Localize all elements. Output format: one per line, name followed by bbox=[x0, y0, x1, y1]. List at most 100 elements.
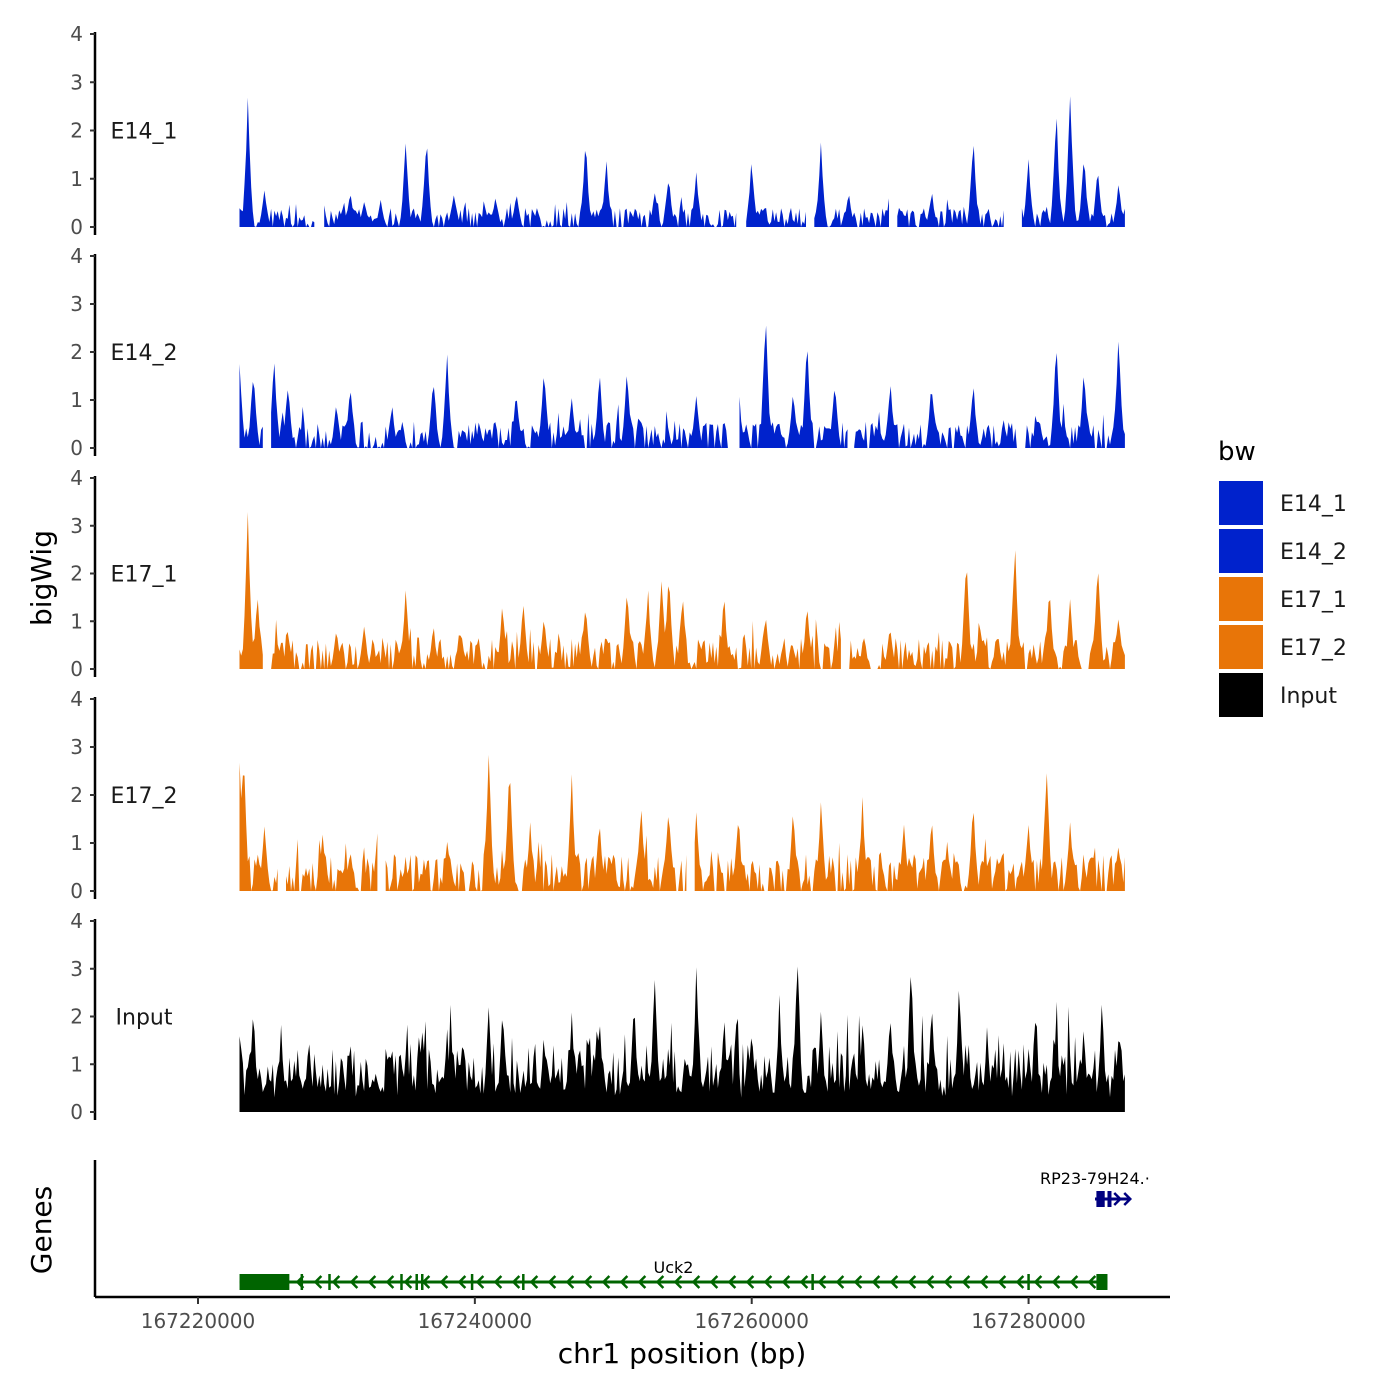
strand-arrow bbox=[313, 1275, 323, 1289]
legend-swatch bbox=[1217, 575, 1265, 623]
y-tick-label: 2 bbox=[70, 562, 83, 586]
strand-arrow bbox=[295, 1275, 305, 1289]
strand-arrow bbox=[421, 1275, 431, 1289]
y-tick-label: 0 bbox=[70, 1100, 83, 1124]
strand-arrow bbox=[547, 1275, 557, 1289]
strand-arrow bbox=[1113, 1192, 1123, 1206]
strand-arrow bbox=[493, 1275, 503, 1289]
y-tick-label: 2 bbox=[70, 1005, 83, 1029]
signal-area-Input bbox=[239, 966, 1125, 1112]
strand-arrow bbox=[511, 1275, 521, 1289]
legend-swatch bbox=[1217, 479, 1265, 527]
strand-arrow bbox=[565, 1275, 575, 1289]
exon bbox=[1096, 1274, 1108, 1290]
strand-arrow bbox=[745, 1275, 755, 1289]
track-label: Input bbox=[116, 1006, 173, 1031]
y-axis-title-bigwig: bigWig bbox=[25, 530, 58, 626]
gene-label: Uck2 bbox=[654, 1258, 694, 1277]
strand-arrow bbox=[907, 1275, 917, 1289]
strand-arrow bbox=[1051, 1275, 1061, 1289]
track-label: E17_1 bbox=[111, 563, 178, 588]
y-tick-label: 1 bbox=[70, 167, 83, 191]
gene-track: Uck2 RP23-79H24.· bbox=[93, 1160, 1150, 1297]
signal-area-E14_2 bbox=[239, 325, 1125, 448]
y-tick-label: 1 bbox=[70, 609, 83, 633]
y-tick-label: 3 bbox=[70, 957, 83, 981]
strand-arrow bbox=[709, 1275, 719, 1289]
legend-label: Input bbox=[1280, 684, 1337, 709]
y-tick-label: 2 bbox=[70, 340, 83, 364]
strand-arrow bbox=[763, 1275, 773, 1289]
strand-arrow bbox=[583, 1275, 593, 1289]
track-E17_2: 0 1 2 3 4 E17_2 bbox=[70, 687, 1125, 903]
strand-arrow bbox=[619, 1275, 629, 1289]
y-tick-label: 0 bbox=[70, 879, 83, 903]
legend-title: bw bbox=[1218, 437, 1256, 467]
strand-arrow bbox=[601, 1275, 611, 1289]
strand-arrow bbox=[781, 1275, 791, 1289]
strand-arrow bbox=[655, 1275, 665, 1289]
y-tick-label: 4 bbox=[70, 244, 83, 268]
strand-arrow bbox=[673, 1275, 683, 1289]
strand-arrow bbox=[367, 1275, 377, 1289]
track-Input: 0 1 2 3 4 Input bbox=[70, 909, 1125, 1124]
track-E17_1: 0 1 2 3 4 E17_1 bbox=[70, 466, 1125, 681]
strand-arrow bbox=[331, 1275, 341, 1289]
strand-arrow bbox=[961, 1275, 971, 1289]
gene-RP23-79H24.4: RP23-79H24.· bbox=[1040, 1169, 1150, 1207]
strand-arrow bbox=[889, 1275, 899, 1289]
strand-arrow bbox=[997, 1275, 1007, 1289]
x-tick-label: 167240000 bbox=[418, 1309, 533, 1333]
track-label: E17_2 bbox=[111, 784, 178, 809]
exon bbox=[1096, 1191, 1105, 1207]
y-tick-label: 4 bbox=[70, 687, 83, 711]
x-tick-label: 167280000 bbox=[971, 1309, 1086, 1333]
y-tick-label: 0 bbox=[70, 436, 83, 460]
x-axis-title: chr1 position (bp) bbox=[558, 1337, 807, 1370]
y-tick-label: 3 bbox=[70, 735, 83, 759]
strand-arrow bbox=[1015, 1275, 1025, 1289]
bigwig-tracks: 0 1 2 3 4 E14_1 0 1 2 3 4 E14_2 0 1 2 3 4 E17_1 0 1 2 3 4 E17_2… bbox=[70, 22, 1125, 1124]
strand-arrow bbox=[1123, 1192, 1133, 1206]
strand-arrow bbox=[799, 1275, 809, 1289]
legend-swatch bbox=[1217, 623, 1265, 671]
y-tick-label: 3 bbox=[70, 70, 83, 94]
x-tick-label: 167220000 bbox=[141, 1309, 256, 1333]
y-tick-label: 1 bbox=[70, 831, 83, 855]
strand-arrow bbox=[529, 1275, 539, 1289]
strand-arrow bbox=[1069, 1275, 1079, 1289]
track-E14_1: 0 1 2 3 4 E14_1 bbox=[70, 22, 1125, 239]
strand-arrow bbox=[853, 1275, 863, 1289]
strand-arrow bbox=[691, 1275, 701, 1289]
y-tick-label: 0 bbox=[70, 215, 83, 239]
signal-area-E17_1 bbox=[239, 512, 1125, 669]
strand-arrow bbox=[979, 1275, 989, 1289]
x-tick-label: 167260000 bbox=[694, 1309, 809, 1333]
legend-label: E14_2 bbox=[1280, 540, 1347, 565]
strand-arrow bbox=[943, 1275, 953, 1289]
strand-arrow bbox=[385, 1275, 395, 1289]
track-label: E14_1 bbox=[111, 120, 178, 145]
legend-label: E17_1 bbox=[1280, 588, 1347, 613]
y-tick-label: 3 bbox=[70, 514, 83, 538]
strand-arrow bbox=[727, 1275, 737, 1289]
strand-arrow bbox=[1087, 1275, 1097, 1289]
strand-arrow bbox=[457, 1275, 467, 1289]
y-tick-label: 2 bbox=[70, 783, 83, 807]
legend-swatch bbox=[1217, 527, 1265, 575]
strand-arrow bbox=[1033, 1275, 1043, 1289]
y-tick-label: 1 bbox=[70, 388, 83, 412]
signal-area-E17_2 bbox=[239, 754, 1125, 891]
x-axis: 167220000 167240000 167260000 167280000 bbox=[95, 1295, 1170, 1333]
strand-arrow bbox=[349, 1275, 359, 1289]
strand-arrow bbox=[637, 1275, 647, 1289]
y-tick-label: 2 bbox=[70, 119, 83, 143]
y-tick-label: 4 bbox=[70, 909, 83, 933]
legend: bw E14_1 E14_2 E17_1 E17_2 Input bbox=[1217, 437, 1347, 719]
strand-arrow bbox=[439, 1275, 449, 1289]
legend-label: E17_2 bbox=[1280, 636, 1347, 661]
legend-swatch bbox=[1217, 671, 1265, 719]
track-label: E14_2 bbox=[111, 341, 178, 366]
y-axis-title-genes: Genes bbox=[25, 1186, 58, 1274]
